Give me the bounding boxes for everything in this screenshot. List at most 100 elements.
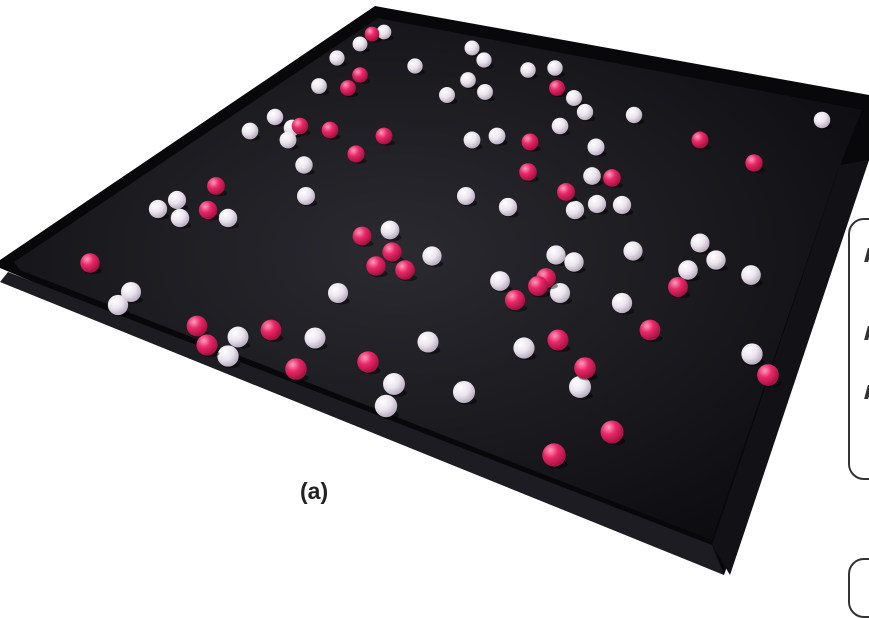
- panel-label: (a): [300, 478, 329, 504]
- pink-ball: [745, 154, 763, 172]
- pink-ball: [504, 289, 526, 311]
- pink-ball: [542, 443, 566, 467]
- white-ball: [327, 282, 349, 304]
- side-panel-box: [848, 218, 869, 480]
- pink-ball: [639, 319, 661, 341]
- white-ball: [564, 252, 584, 272]
- white-ball: [167, 190, 187, 210]
- white-ball: [295, 156, 313, 174]
- white-ball: [813, 111, 831, 129]
- pink-ball: [80, 253, 100, 273]
- pink-ball: [347, 145, 365, 163]
- pink-ball: [557, 183, 575, 201]
- white-ball: [266, 108, 284, 126]
- white-ball: [546, 245, 566, 265]
- white-ball: [477, 84, 493, 100]
- white-ball: [170, 208, 190, 228]
- side-panel-box-lower: [848, 558, 869, 618]
- white-ball: [587, 194, 607, 214]
- side-mark: [864, 248, 869, 262]
- photo-scene: [0, 6, 869, 575]
- white-ball: [352, 36, 368, 52]
- pink-ball: [600, 420, 624, 444]
- white-ball: [490, 271, 510, 291]
- white-ball: [311, 78, 327, 94]
- pink-ball: [198, 200, 218, 220]
- white-ball: [476, 52, 492, 68]
- white-ball: [464, 40, 480, 56]
- white-ball: [439, 87, 455, 103]
- white-ball: [741, 343, 763, 365]
- side-mark: [864, 385, 869, 399]
- pink-ball: [528, 276, 548, 296]
- white-ball: [587, 138, 605, 156]
- tray-floor: [14, 18, 862, 540]
- white-ball: [120, 281, 142, 303]
- white-ball: [148, 199, 168, 219]
- pink-ball: [395, 260, 415, 280]
- white-ball: [380, 220, 400, 240]
- pink-ball: [547, 329, 569, 351]
- white-ball: [217, 345, 239, 367]
- white-ball: [456, 186, 476, 206]
- pink-ball: [321, 121, 339, 139]
- pink-ball: [375, 127, 393, 145]
- pink-ball: [364, 26, 380, 42]
- pink-ball: [757, 364, 779, 386]
- pink-ball: [691, 131, 709, 149]
- pink-ball: [196, 334, 218, 356]
- pink-ball: [352, 226, 372, 246]
- pink-ball: [352, 67, 368, 83]
- white-ball: [218, 208, 238, 228]
- side-mark: [864, 326, 869, 340]
- pink-ball: [207, 177, 225, 195]
- pink-ball: [574, 357, 596, 379]
- white-ball: [374, 394, 398, 418]
- pink-ball: [668, 277, 688, 297]
- pink-ball: [357, 351, 379, 373]
- white-ball: [583, 167, 601, 185]
- white-ball: [407, 58, 423, 74]
- white-ball: [623, 241, 643, 261]
- white-ball: [625, 106, 643, 124]
- white-ball: [520, 62, 536, 78]
- white-ball: [227, 326, 249, 348]
- white-ball: [279, 131, 297, 149]
- white-ball: [678, 260, 698, 280]
- pink-ball: [366, 256, 386, 276]
- white-balls: [107, 24, 833, 419]
- white-ball: [329, 50, 345, 66]
- white-ball: [565, 200, 585, 220]
- white-ball: [498, 197, 518, 217]
- white-ball: [611, 292, 633, 314]
- white-ball: [422, 246, 442, 266]
- pink-ball: [382, 242, 402, 262]
- pink-ball: [521, 133, 539, 151]
- pink-ball: [291, 117, 309, 135]
- tray-right-edge: [712, 160, 869, 575]
- white-ball: [612, 195, 632, 215]
- pink-ball: [186, 315, 208, 337]
- white-ball: [241, 122, 259, 140]
- white-ball: [488, 127, 506, 145]
- white-ball: [569, 376, 591, 398]
- white-ball: [417, 331, 439, 353]
- white-ball: [296, 186, 316, 206]
- white-ball: [741, 265, 761, 285]
- pink-balls: [80, 26, 781, 469]
- white-ball: [452, 380, 476, 404]
- pink-ball: [260, 319, 282, 341]
- white-ball: [513, 337, 535, 359]
- pink-ball: [340, 80, 356, 96]
- white-ball: [376, 24, 392, 40]
- white-ball: [463, 131, 481, 149]
- white-ball: [565, 89, 583, 107]
- white-ball: [576, 103, 594, 121]
- white-ball: [690, 233, 710, 253]
- pink-ball: [549, 80, 565, 96]
- white-ball: [551, 117, 569, 135]
- white-ball: [547, 60, 563, 76]
- white-ball: [549, 282, 571, 304]
- white-ball: [706, 250, 726, 270]
- pink-ball: [519, 163, 537, 181]
